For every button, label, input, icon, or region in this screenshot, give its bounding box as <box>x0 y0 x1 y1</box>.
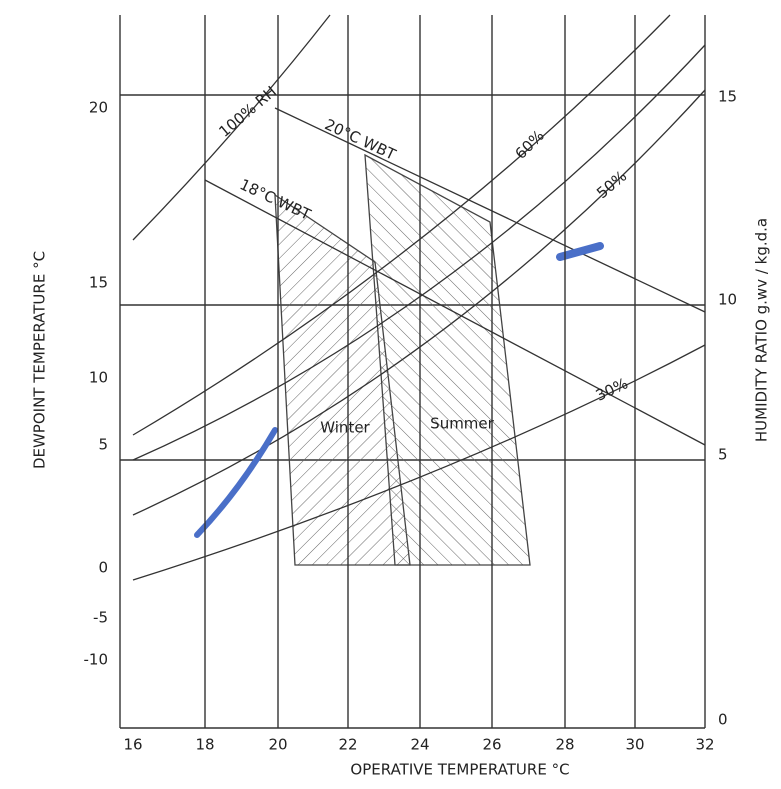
marker-stroke <box>197 430 275 535</box>
zone-label: Summer <box>430 415 494 433</box>
curve-label: 20°C WBT <box>322 115 399 164</box>
curve-label: 50% <box>593 167 630 202</box>
y-tick-label: -5 <box>93 609 108 627</box>
y2-tick-label: 5 <box>718 446 728 464</box>
curve-label: 60% <box>511 126 547 162</box>
x-tick-label: 32 <box>695 736 714 754</box>
chart: 100% RH 60% 50% 30% 20°C WBT 18°C WBT Wi… <box>0 0 781 789</box>
y-tick-label: 5 <box>98 436 108 454</box>
x-tick-label: 28 <box>555 736 574 754</box>
y-tick-label: 0 <box>98 559 108 577</box>
page: {"chart_data": {"type": "psychrometric",… <box>0 0 781 789</box>
x-tick-label: 24 <box>410 736 429 754</box>
y-tick-label: 20 <box>89 99 108 117</box>
x-tick-label: 22 <box>338 736 357 754</box>
y2-tick-label: 15 <box>718 88 737 106</box>
x-axis-label: OPERATIVE TEMPERATURE °C <box>350 761 569 779</box>
y-tick-label: -10 <box>84 651 109 669</box>
y2-tick-label: 10 <box>718 291 737 309</box>
y-axis-label: DEWPOINT TEMPERATURE °C <box>31 251 49 469</box>
x-tick-label: 16 <box>123 736 142 754</box>
y-tick-label: 15 <box>89 274 108 292</box>
x-tick-label: 26 <box>482 736 501 754</box>
x-tick-label: 18 <box>195 736 214 754</box>
curve-label: 100% RH <box>215 82 280 140</box>
y-tick-label: 10 <box>89 369 108 387</box>
zone-label: Winter <box>320 419 370 437</box>
curve-label: 30% <box>593 374 631 404</box>
y2-axis-label: HUMIDITY RATIO g.wv / kg.d.a <box>753 218 771 442</box>
x-tick-label: 30 <box>625 736 644 754</box>
x-tick-label: 20 <box>268 736 287 754</box>
marker-stroke <box>560 246 600 257</box>
y2-tick-label: 0 <box>718 711 728 729</box>
